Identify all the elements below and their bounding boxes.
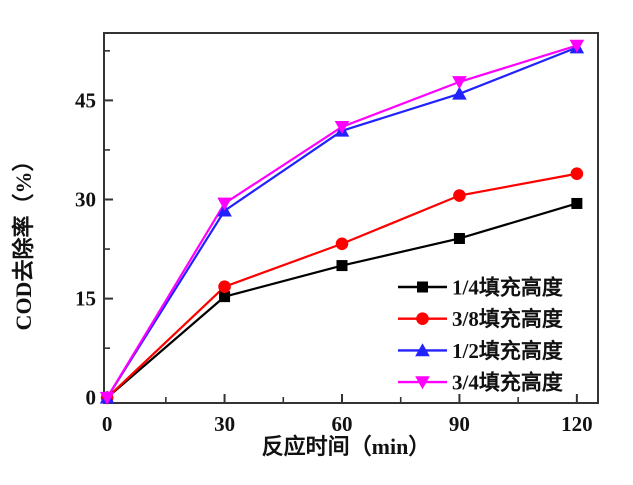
legend-label: 1/4填充高度	[452, 276, 563, 300]
square-marker	[453, 232, 465, 244]
legend-label: 1/2填充高度	[452, 339, 563, 363]
square-marker	[571, 197, 583, 209]
chart-canvas: 0 30 60 90 120 0 15 30 45 1/4填充高度 3/8填充高度 1/2填充高度 3/…	[75, 32, 599, 436]
plot-border	[103, 32, 599, 404]
square-marker	[417, 281, 428, 293]
circle-marker	[335, 237, 349, 251]
x-tick-label: 120	[561, 412, 593, 436]
triangle-down-marker	[452, 76, 467, 90]
legend-label: 3/8填充高度	[452, 307, 563, 331]
triangle-down-marker	[217, 197, 232, 211]
x-tick-label: 0	[102, 412, 113, 436]
triangle-up-marker	[415, 343, 430, 357]
x-tick-label: 90	[449, 412, 470, 436]
triangle-down-marker	[99, 391, 115, 405]
triangle-down-marker	[334, 121, 350, 135]
y-tick-label: 15	[75, 287, 96, 311]
triangle-down-marker	[569, 39, 585, 53]
triangle-up-marker	[452, 86, 467, 100]
square-marker	[219, 291, 231, 303]
circle-marker	[416, 312, 429, 326]
y-tick-label: 45	[75, 88, 96, 112]
x-axis-title: 反应时间（min）	[262, 434, 431, 459]
series-line	[106, 202, 578, 399]
triangle-down-marker	[415, 376, 430, 390]
x-tick-label: 60	[331, 412, 352, 436]
y-tick-label: 0	[86, 386, 97, 410]
x-tick-label: 30	[214, 412, 235, 436]
y-axis-title: COD去除率（%）	[11, 150, 36, 331]
circle-marker	[218, 280, 231, 294]
y-tick-label: 30	[75, 188, 96, 212]
legend-label: 3/4填充高度	[452, 371, 563, 395]
circle-marker	[453, 189, 466, 202]
circle-marker	[570, 167, 584, 181]
square-marker	[336, 260, 348, 272]
